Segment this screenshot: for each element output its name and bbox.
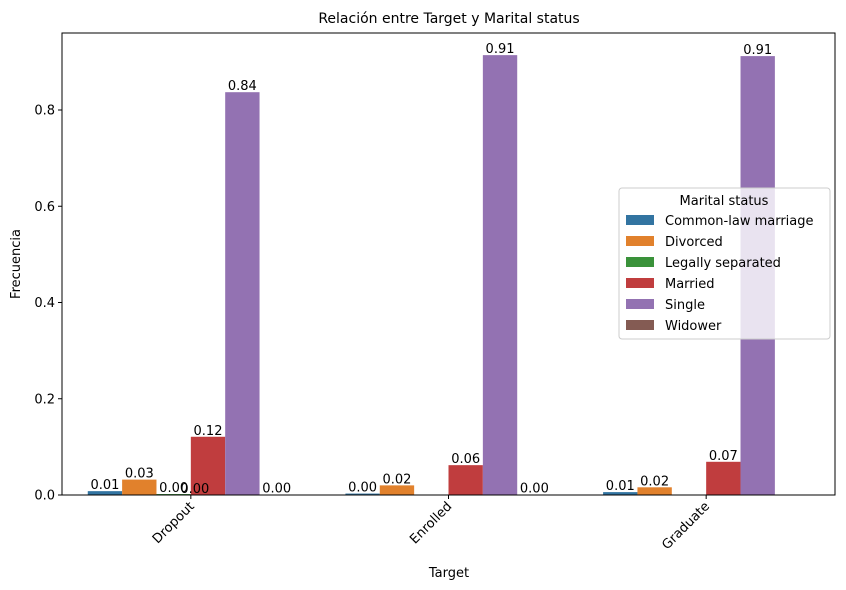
bar-married-dropout: [190, 436, 226, 495]
bar-value-label: 0.00: [180, 482, 209, 497]
bar-common-law-marriage-enrolled: [345, 493, 380, 495]
plot-frame: [61, 32, 836, 496]
legend-swatch: [626, 320, 654, 330]
y-axis-label: Frecuencia: [9, 229, 24, 299]
legend: Marital status Common-law marriage Divorc…: [618, 187, 831, 340]
bar-divorced-enrolled: [379, 485, 415, 495]
legend-label: Single: [665, 298, 705, 313]
legend-label: Common-law marriage: [665, 214, 814, 229]
bar-value-label: 0.91: [743, 43, 772, 58]
bar-value-label: 0.02: [382, 472, 411, 487]
bar-married-graduate: [706, 461, 741, 495]
bar-value-label: 0.03: [125, 467, 154, 482]
bar-value-label: 0.02: [640, 474, 669, 489]
bar-value-label: 0.84: [228, 79, 257, 94]
bar-value-label: 0.06: [451, 452, 480, 467]
y-axis: 0.0 0.2 0.4 0.6 0.8: [34, 104, 62, 504]
y-tick-label: 0.8: [34, 104, 55, 119]
chart-title: Relación entre Target y Marital status: [318, 11, 579, 27]
legend-title: Marital status: [680, 194, 769, 209]
x-axis-label: Target: [428, 566, 469, 581]
bar-value-label: 0.01: [606, 479, 635, 494]
bar-divorced-graduate: [637, 487, 672, 495]
bar-married-enrolled: [448, 465, 483, 495]
legend-swatch: [626, 299, 654, 309]
bar-value-label: 0.91: [486, 42, 515, 57]
legend-swatch: [626, 278, 654, 288]
legend-label: Divorced: [665, 235, 723, 250]
bar-value-label: 0.07: [709, 449, 738, 464]
bar-value-label: 0.00: [520, 482, 549, 497]
legend-label: Widower: [665, 319, 722, 334]
legend-swatch: [626, 215, 654, 225]
bar-value-label: 0.01: [90, 478, 119, 493]
y-tick-label: 0.4: [34, 296, 55, 311]
bar-divorced-dropout: [122, 479, 157, 495]
legend-label: Legally separated: [665, 256, 781, 271]
y-tick-label: 0.0: [34, 489, 55, 504]
bar-common-law-marriage-dropout: [87, 491, 123, 495]
bar-single-dropout: [225, 92, 260, 495]
legend-label: Married: [665, 277, 715, 292]
legend-swatch: [626, 236, 654, 246]
bar-value-label: 0.12: [194, 424, 223, 439]
bar-value-label: 0.00: [348, 481, 377, 496]
legend-box: [618, 187, 831, 340]
legend-swatch: [626, 257, 654, 267]
y-tick-label: 0.6: [34, 200, 55, 215]
y-tick-label: 0.2: [34, 392, 55, 407]
bar-common-law-marriage-graduate: [603, 492, 638, 495]
bar-single-enrolled: [482, 55, 518, 495]
bar-value-label: 0.00: [159, 481, 188, 496]
bar-labels-group: 0.01 0.00 0.01 0.03 0.02 0.02 0.00 0.12 0.06 0.07…: [90, 42, 772, 497]
bar-value-label: 0.00: [262, 482, 291, 497]
